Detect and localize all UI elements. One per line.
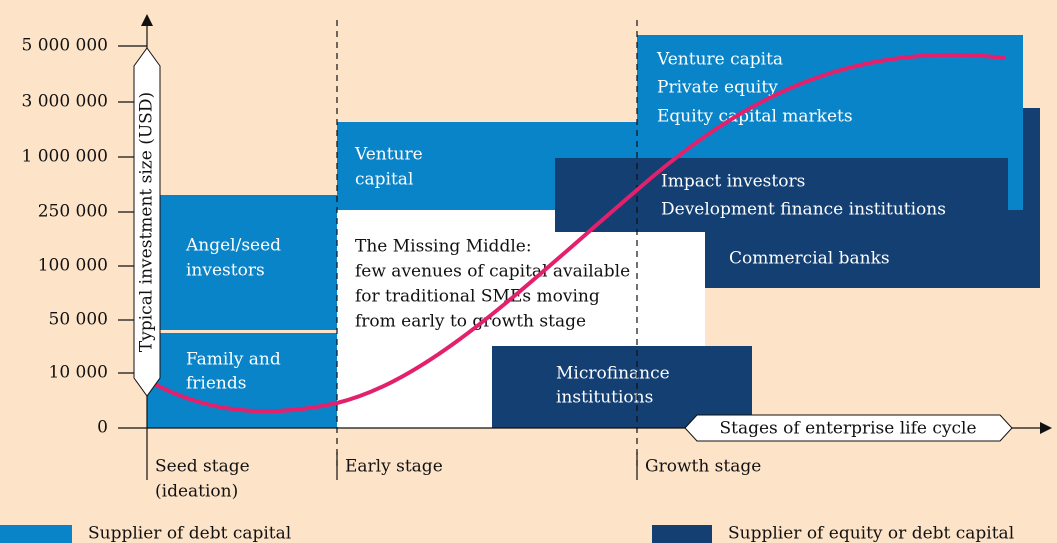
box-microfinance <box>492 346 752 428</box>
box-text: for traditional SMEs moving <box>355 287 600 307</box>
box-text: Impact investors <box>661 172 805 192</box>
box-family <box>147 333 337 428</box>
box-text: Family and <box>186 350 281 370</box>
box-text: Equity capital markets <box>657 107 853 127</box>
y-tick-label: 1 000 000 <box>21 147 108 167</box>
y-ticks: 5 000 000 3 000 000 1 000 000 250 000 100 00… <box>21 36 147 438</box>
x-axis-title: Stages of enterprise life cycle <box>719 419 976 439</box>
y-tick-label: 5 000 000 <box>21 36 108 56</box>
legend-label: Supplier of debt capital <box>88 524 291 543</box>
box-text: few avenues of capital available <box>355 262 630 282</box>
box-text: Private equity <box>657 78 778 98</box>
stage-label: Seed stage <box>155 457 250 477</box>
box-text: Development finance institutions <box>661 200 946 220</box>
y-axis-arrow <box>141 14 153 26</box>
box-text: friends <box>186 374 246 394</box>
y-axis-title: Typical investment size (USD) <box>137 92 157 352</box>
growth-curve <box>146 52 1006 414</box>
box-text: capital <box>355 170 413 190</box>
box-text: Microfinance <box>556 364 670 384</box>
y-tick-label: 100 000 <box>38 256 108 276</box>
y-tick-label: 0 <box>97 418 108 438</box>
y-tick-label: 250 000 <box>38 202 108 222</box>
stage-label: Early stage <box>345 457 443 477</box>
box-text: Commercial banks <box>729 249 890 269</box>
box-text: The Missing Middle: <box>355 237 532 257</box>
box-text: Venture capita <box>656 50 783 70</box>
x-axis-arrow <box>1040 422 1052 434</box>
stage-label: Growth stage <box>645 457 761 477</box>
legend-swatch <box>652 525 712 543</box>
x-title-badge <box>684 414 1013 442</box>
y-tick-label: 10 000 <box>49 363 108 383</box>
stage-label: (ideation) <box>155 482 238 502</box>
box-angel <box>147 195 337 330</box>
legend-label: Supplier of equity or debt capital <box>728 524 1014 543</box>
box-text: institutions <box>556 388 653 408</box>
y-title-badge <box>133 47 161 397</box>
box-text: investors <box>186 261 265 281</box>
y-tick-label: 50 000 <box>49 310 108 330</box>
legend-swatch <box>0 525 72 543</box>
box-text: Venture <box>354 145 423 165</box>
box-text: Angel/seed <box>185 236 281 256</box>
box-text: from early to growth stage <box>355 312 586 332</box>
y-tick-label: 3 000 000 <box>21 92 108 112</box>
box-impact <box>555 158 1008 232</box>
